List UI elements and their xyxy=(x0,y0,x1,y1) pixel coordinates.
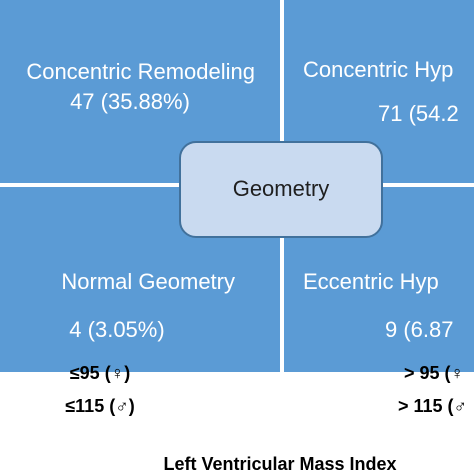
axis-label: > 115 (♂ xyxy=(398,396,467,416)
axis-label: > 95 (♀ xyxy=(404,363,464,383)
center-box xyxy=(179,141,383,238)
quadrant-label: Concentric Remodeling xyxy=(26,59,255,84)
quadrant-label: Eccentric Hyp xyxy=(303,269,439,294)
axis-label: ≤95 (♀) xyxy=(70,363,130,383)
quadrant-label: Concentric Hyp xyxy=(303,57,453,82)
quadrant-value: 9 (6.87 xyxy=(385,317,454,342)
quadrant-value: 4 (3.05%) xyxy=(69,317,164,342)
quadrant-value: 47 (35.88%) xyxy=(70,89,190,114)
axis-title: Left Ventricular Mass Index xyxy=(163,454,396,474)
quadrant-value: 71 (54.2 xyxy=(378,101,459,126)
center-label: Geometry xyxy=(233,176,330,201)
quadrant-label: Normal Geometry xyxy=(61,269,235,294)
axis-label: ≤115 (♂) xyxy=(65,396,134,416)
